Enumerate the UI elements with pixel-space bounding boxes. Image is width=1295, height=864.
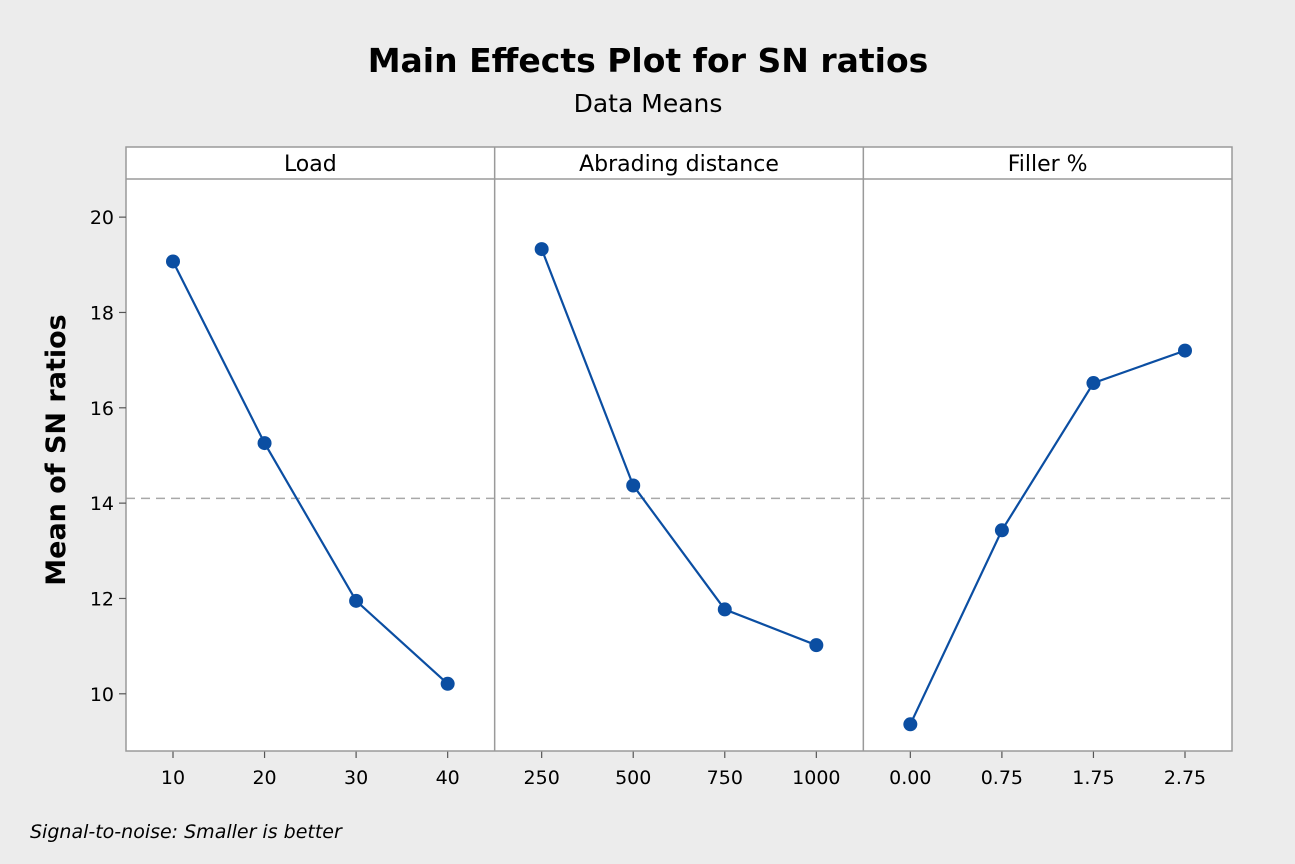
x-tick-label: 20	[252, 767, 276, 789]
data-point	[1086, 376, 1101, 391]
series-line	[909, 349, 1186, 725]
panel-load: Load 10 20 30 40	[161, 152, 460, 789]
panel-filler: Filler % 0.00 0.75 1.75 2.75	[889, 152, 1206, 789]
y-tick-label: 12	[90, 588, 114, 610]
y-axis: 10 12 14 16 18 20	[90, 207, 126, 706]
data-point	[534, 242, 549, 257]
x-tick-label: 750	[707, 767, 743, 789]
x-tick-label: 1.75	[1072, 767, 1114, 789]
panel-abrading-distance: Abrading distance 250 500 750 1000	[524, 152, 841, 789]
panel-label: Load	[284, 152, 337, 177]
x-tick-label: 250	[524, 767, 560, 789]
data-point	[903, 717, 918, 732]
x-tick-label: 0.75	[981, 767, 1023, 789]
data-point	[994, 523, 1009, 538]
x-tick-label: 500	[615, 767, 651, 789]
plot-area: Load 10 20 30 40 Abrading distance 250 500 750 10…	[125, 146, 1233, 789]
y-tick-label: 18	[90, 302, 114, 324]
data-point	[717, 602, 732, 617]
data-point	[440, 676, 455, 691]
y-tick-label: 10	[90, 684, 114, 706]
chart-title: Main Effects Plot for SN ratios	[368, 41, 929, 80]
y-tick-label: 16	[90, 398, 114, 420]
chart-subtitle: Data Means	[574, 89, 723, 118]
y-tick-label: 20	[90, 207, 114, 229]
footnote: Signal-to-noise: Smaller is better	[30, 821, 343, 843]
plot-background	[126, 147, 1232, 751]
panel-label: Abrading distance	[579, 152, 779, 177]
y-axis-label: Mean of SN ratios	[41, 314, 72, 585]
data-point	[809, 638, 824, 653]
y-tick-label: 14	[90, 493, 114, 515]
x-tick-label: 2.75	[1164, 767, 1206, 789]
data-point	[626, 478, 641, 493]
series-line	[172, 260, 449, 685]
x-tick-label: 40	[436, 767, 460, 789]
series-line	[540, 248, 817, 647]
data-point	[349, 593, 364, 608]
x-tick-label: 30	[344, 767, 368, 789]
panel-label: Filler %	[1008, 152, 1088, 177]
x-tick-label: 0.00	[889, 767, 931, 789]
data-point	[257, 436, 272, 451]
x-tick-label: 10	[161, 767, 185, 789]
data-point	[166, 254, 180, 269]
x-tick-label: 1000	[792, 767, 840, 789]
data-point	[1178, 343, 1192, 358]
plot-frame	[125, 146, 1233, 752]
